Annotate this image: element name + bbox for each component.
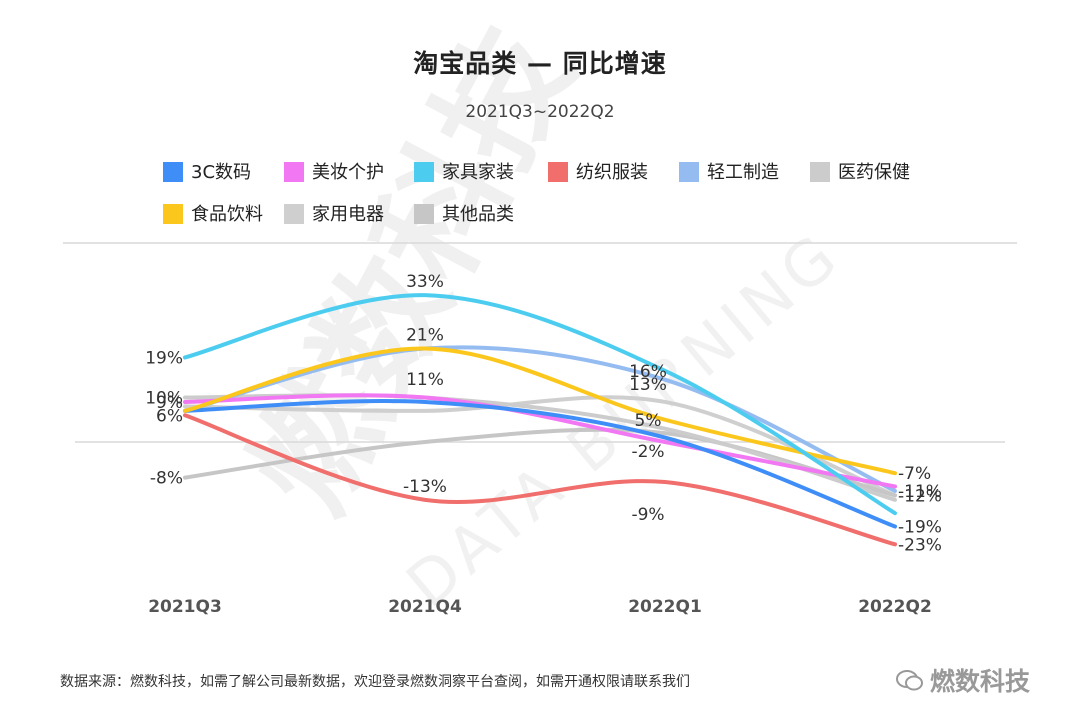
legend-item: 家用电器 <box>284 202 384 228</box>
series-line-6 <box>183 346 897 476</box>
data-label: 16% <box>629 362 667 382</box>
chart-title: 淘宝品类 — 同比增速 <box>413 49 667 78</box>
legend-item: 食品饮料 <box>163 202 263 228</box>
x-tick-label: 2022Q1 <box>628 597 702 617</box>
legend-label: 家用电器 <box>312 204 384 225</box>
data-label: -11% <box>898 482 942 502</box>
legend-label: 3C数码 <box>191 162 252 183</box>
legend-item: 3C数码 <box>163 160 251 186</box>
chart-subtitle: 2021Q3~2022Q2 <box>465 102 615 122</box>
brand-name: 燃数科技 <box>930 667 1031 696</box>
data-label: 21% <box>406 326 444 346</box>
data-source-note: 数据来源：燃数科技，如需了解公司最新数据，欢迎登录燃数洞察平台查阅，如需开通权限… <box>60 674 690 690</box>
data-label: -8% <box>150 469 183 489</box>
legend-label: 家具家装 <box>442 162 514 183</box>
data-label: 19% <box>145 348 183 368</box>
x-tick-label: 2021Q3 <box>148 597 222 617</box>
data-label: -13% <box>403 477 447 497</box>
legend-label: 食品饮料 <box>191 204 263 225</box>
series-line-3 <box>183 413 897 547</box>
data-label: 9% <box>156 393 183 413</box>
legend-swatch <box>284 204 304 224</box>
series-lines <box>183 293 897 547</box>
legend-label: 美妆个护 <box>312 162 384 183</box>
wechat-icon <box>896 670 923 691</box>
data-label: -19% <box>898 518 942 538</box>
legend-swatch <box>414 204 434 224</box>
series-line-1 <box>183 393 897 489</box>
legend-swatch <box>163 162 183 182</box>
data-label: -23% <box>898 535 942 555</box>
legend-swatch <box>284 162 304 182</box>
series-line-0 <box>183 398 897 529</box>
data-label: 33% <box>406 272 444 292</box>
data-label: -7% <box>898 464 931 484</box>
data-label: -9% <box>631 505 664 525</box>
legend-swatch <box>810 162 830 182</box>
data-label: 11% <box>406 370 444 390</box>
legend-swatch <box>414 162 434 182</box>
data-label: -12% <box>898 486 942 506</box>
x-axis-ticks: 2021Q3 2021Q4 2022Q1 2022Q2 <box>148 597 932 617</box>
x-tick-label: 2021Q4 <box>388 597 462 617</box>
data-label: 13% <box>629 375 667 395</box>
legend-label: 轻工制造 <box>707 162 779 183</box>
data-label: 5% <box>635 411 662 431</box>
data-labels: 19% 10%9%6% -8% 33% 21% 11% -13% 16%13% 5% -2% -9%… <box>145 272 942 555</box>
data-label: 6% <box>156 406 183 426</box>
brand-logo: 燃数科技 <box>896 662 1030 698</box>
legend-swatch <box>679 162 699 182</box>
legend-item: 美妆个护 <box>284 160 384 186</box>
legend-item: 家具家装 <box>414 160 514 186</box>
legend-swatch <box>163 204 183 224</box>
legend-label: 医药保健 <box>838 162 910 183</box>
legend-item: 其他品类 <box>414 202 514 228</box>
legend-label: 纺织服装 <box>576 162 648 183</box>
x-tick-label: 2022Q2 <box>858 597 932 617</box>
data-label: -2% <box>631 442 664 462</box>
series-line-2 <box>183 293 897 516</box>
legend-item: 医药保健 <box>810 160 910 186</box>
legend-swatch <box>548 162 568 182</box>
data-label: 10% <box>145 389 183 409</box>
series-line-4 <box>183 345 897 493</box>
legend-item: 纺织服装 <box>548 160 648 186</box>
legend-item: 轻工制造 <box>679 160 779 186</box>
legend-label: 其他品类 <box>442 204 514 225</box>
